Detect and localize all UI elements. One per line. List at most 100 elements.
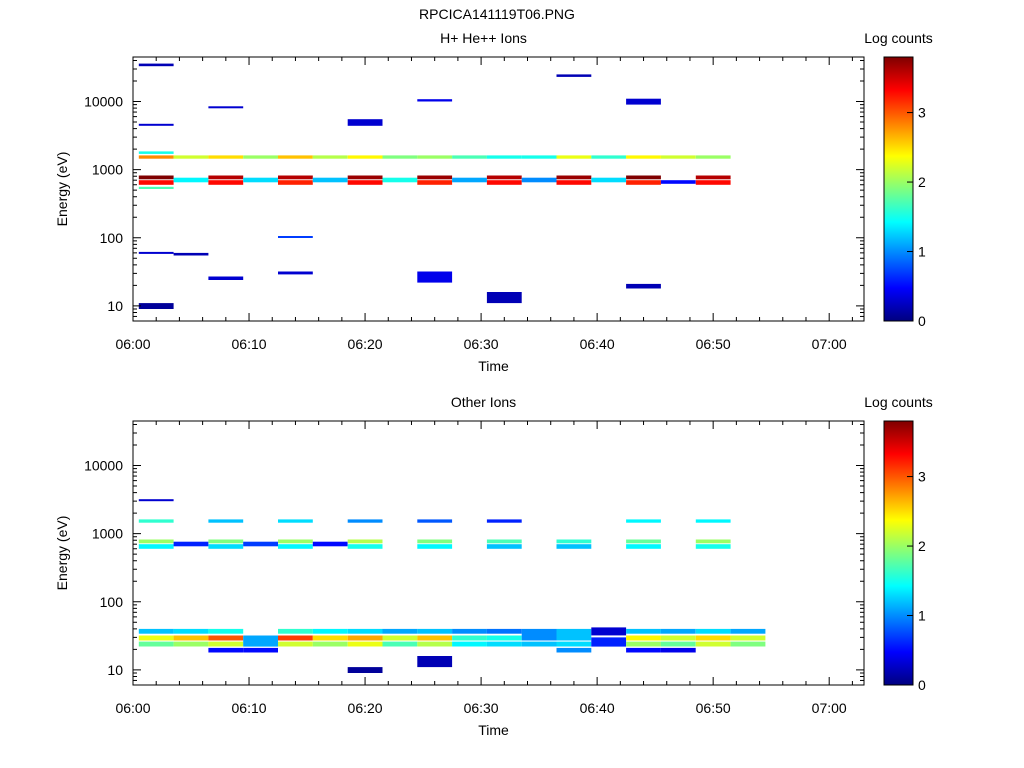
figure-title: RPCICA141119T06.PNG (419, 6, 575, 22)
x-tick-label: 06:50 (696, 336, 731, 352)
heatmap-cell (138, 151, 174, 154)
heatmap-cell (417, 180, 453, 185)
heatmap-cell (695, 628, 731, 634)
heatmap-cell (556, 628, 592, 641)
y-axis: 10 100 1000 10000 (84, 59, 864, 322)
heatmap-cell (347, 628, 383, 634)
heatmap-cell (417, 539, 453, 544)
heatmap-cell (626, 628, 661, 634)
y-tick-label: 10 (107, 662, 123, 678)
y-tick-label: 100 (100, 230, 124, 246)
y-tick-label: 100 (100, 594, 124, 610)
heatmap-cell (417, 155, 453, 159)
heatmap-cell (347, 544, 383, 549)
heatmap-cell (452, 628, 487, 634)
x-tick-label: 06:40 (580, 336, 615, 352)
heatmap-cell (591, 637, 627, 647)
plot-frame (132, 56, 865, 322)
x-axis: 06:00 06:10 06:20 06:30 06:40 06:50 07:00 (115, 57, 853, 352)
heatmap-cell (138, 155, 174, 159)
colorbar-tick-label: 1 (918, 608, 926, 624)
heatmap-cell (521, 641, 557, 647)
heatmap-cell (138, 519, 174, 523)
heatmap-cell (347, 180, 383, 185)
heatmap-cell (138, 180, 174, 185)
heatmap-cell (626, 180, 661, 185)
heatmap-cell (417, 641, 453, 647)
heatmap-cell (591, 155, 627, 159)
heatmap-cell (312, 541, 348, 547)
heatmap-cell (591, 177, 627, 183)
heatmap-cell (695, 635, 731, 641)
heatmap-cell (173, 155, 209, 159)
heatmap-cell (417, 656, 453, 668)
x-tick-label: 06:40 (580, 700, 615, 716)
colorbar-label: Log counts (864, 394, 933, 410)
heatmap-cell (660, 641, 696, 647)
heatmap-cell (208, 106, 244, 109)
x-tick-label: 06:00 (115, 700, 150, 716)
colorbar-tick-label: 2 (918, 174, 926, 190)
heatmap-cell (138, 123, 174, 126)
heatmap-cell (243, 177, 278, 183)
heatmap-cell (556, 539, 592, 544)
heatmap-cell (138, 303, 174, 309)
heatmap-cell (556, 175, 592, 180)
heatmap-cell (138, 635, 174, 641)
heatmap-cell (695, 180, 731, 185)
heatmap-cell (730, 635, 766, 641)
panel-title: Other Ions (451, 394, 516, 410)
heatmap-cells (138, 63, 731, 309)
heatmap-cell (347, 539, 383, 544)
heatmap-cell (312, 635, 348, 641)
heatmap-cell (591, 627, 627, 636)
heatmap-cell (521, 177, 557, 183)
heatmap-cell (278, 519, 313, 523)
heatmap-cell (173, 252, 209, 256)
heatmap-cell (347, 641, 383, 647)
colorbar-tick-label: 3 (918, 469, 926, 485)
heatmap-cell (138, 628, 174, 634)
heatmap-cell (173, 641, 209, 647)
x-tick-label: 06:10 (232, 700, 267, 716)
x-tick-label: 06:10 (232, 336, 267, 352)
heatmap-cell (312, 177, 348, 183)
heatmap-cell (382, 635, 418, 641)
heatmap-cell (278, 539, 313, 544)
heatmap-cell (278, 635, 313, 641)
heatmap-cell (626, 647, 661, 653)
x-tick-label: 06:20 (348, 700, 383, 716)
y-tick-label: 1000 (92, 526, 123, 542)
heatmap-cell (278, 641, 313, 647)
colorbar: 0 1 2 3 Log counts (864, 394, 933, 693)
heatmap-cell (626, 635, 661, 641)
y-axis: 10 100 1000 10000 (84, 423, 864, 686)
heatmap-cell (138, 251, 174, 254)
heatmap-cell (695, 155, 731, 159)
colorbar-tick-label: 1 (918, 244, 926, 260)
heatmap-cell (208, 539, 244, 544)
heatmap-cell (138, 544, 174, 549)
heatmap-cell (173, 628, 209, 634)
heatmap-cells (138, 499, 766, 673)
heatmap-cell (486, 180, 522, 185)
heatmap-cell (660, 647, 696, 653)
heatmap-cell (486, 155, 522, 159)
heatmap-cell (626, 519, 661, 523)
heatmap-cell (660, 155, 696, 159)
panel-title: H+ He++ Ions (440, 30, 527, 46)
heatmap-cell (417, 628, 453, 634)
heatmap-cell (556, 180, 592, 185)
heatmap-cell (486, 635, 522, 641)
heatmap-cell (660, 635, 696, 641)
heatmap-cell (173, 177, 209, 183)
x-axis: 06:00 06:10 06:20 06:30 06:40 06:50 07:00 (115, 421, 853, 716)
colorbar-tick-label: 2 (918, 538, 926, 554)
heatmap-cell (486, 175, 522, 180)
heatmap-cell (208, 635, 244, 641)
heatmap-cell (730, 641, 766, 647)
heatmap-cell (243, 635, 278, 647)
heatmap-cell (138, 641, 174, 647)
